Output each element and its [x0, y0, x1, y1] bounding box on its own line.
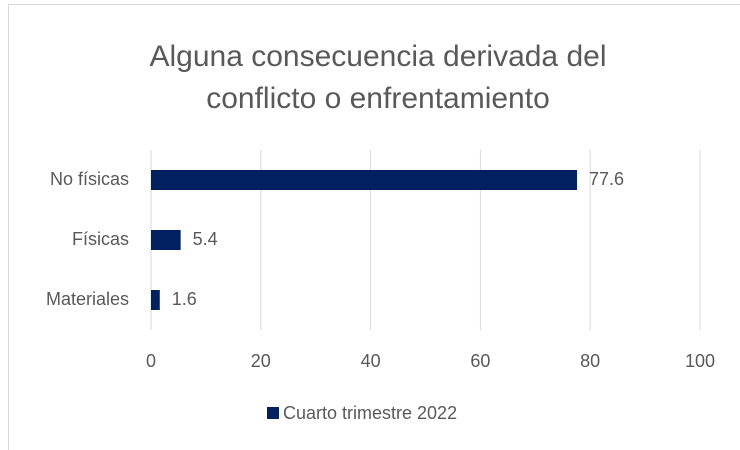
data-label: 1.6: [172, 289, 197, 309]
bar: [151, 170, 578, 190]
y-tick-label: Materiales: [46, 289, 129, 309]
chart-title: Alguna consecuencia derivada del: [150, 40, 607, 73]
x-tick-label: 40: [361, 351, 381, 371]
y-tick-label: No físicas: [50, 169, 129, 189]
chart-title: conflicto o enfrentamiento: [206, 82, 550, 115]
x-tick-label: 20: [251, 351, 271, 371]
y-tick-label: Físicas: [72, 229, 129, 249]
x-tick-label: 100: [685, 351, 715, 371]
bar: [151, 230, 181, 250]
x-tick-label: 80: [580, 351, 600, 371]
data-label: 77.6: [589, 169, 624, 189]
data-label: 5.4: [193, 229, 218, 249]
bar: [151, 290, 160, 310]
legend-swatch: [267, 407, 279, 419]
x-tick-label: 60: [470, 351, 490, 371]
chart-border: [8, 4, 740, 450]
legend-label: Cuarto trimestre 2022: [283, 403, 457, 423]
x-tick-label: 0: [146, 351, 156, 371]
